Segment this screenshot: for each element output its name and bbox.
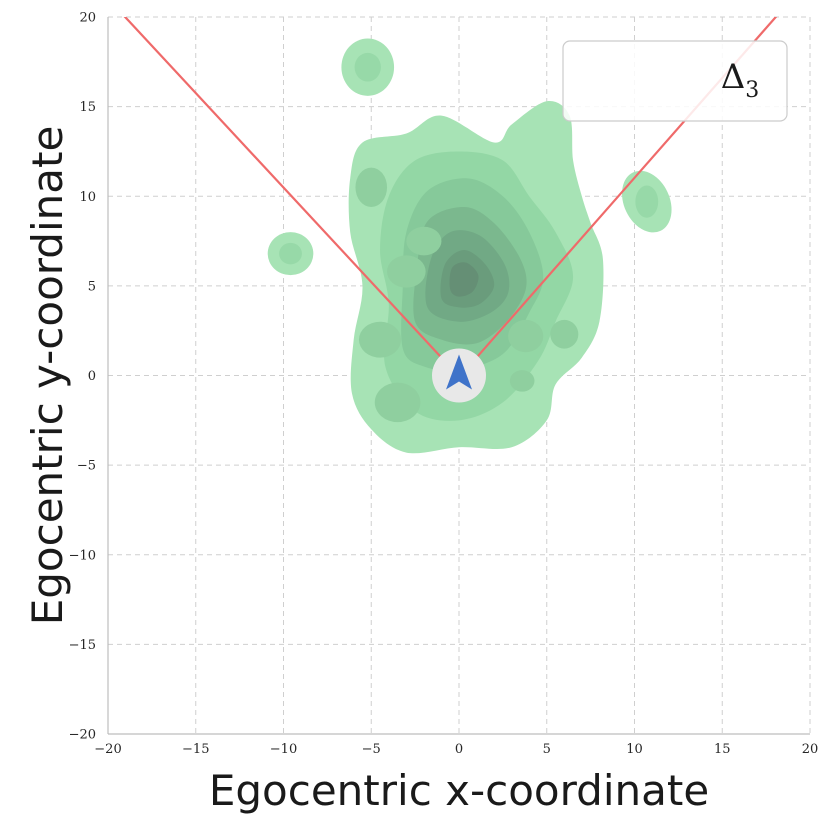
density-spot xyxy=(358,321,402,358)
density-island-core xyxy=(354,52,381,82)
x-tick-label: −15 xyxy=(182,742,209,757)
y-tick-label: −5 xyxy=(77,459,96,474)
x-tick-label: 0 xyxy=(455,742,463,757)
x-tick-label: 15 xyxy=(714,742,731,757)
density-spot xyxy=(355,167,388,208)
density-level-7 xyxy=(449,262,479,297)
y-tick-label: 10 xyxy=(79,190,96,205)
legend-delta: Δ xyxy=(721,57,746,97)
x-axis-title: Egocentric x-coordinate xyxy=(209,766,709,815)
agent-marker xyxy=(432,348,486,403)
x-tick-label: −20 xyxy=(94,742,121,757)
density-spot xyxy=(509,370,535,392)
x-tick-label: 5 xyxy=(543,742,551,757)
y-tick-label: −10 xyxy=(69,548,96,563)
fov-line-left xyxy=(123,17,443,359)
legend-label: Δ3 xyxy=(721,57,760,103)
tick-labels: −20 −15 −10 −5 0 5 10 15 20 −20 −15 −10 −5 0 5 10 15 20 xyxy=(69,11,819,758)
legend-box xyxy=(562,40,788,122)
density-island-core xyxy=(635,185,659,218)
legend: Δ3 xyxy=(562,40,788,122)
density-island-core xyxy=(279,242,302,265)
density-spot xyxy=(387,255,426,288)
density-spot xyxy=(508,319,544,353)
y-tick-label: −15 xyxy=(69,638,96,653)
x-tick-label: 10 xyxy=(626,742,643,757)
density-spot xyxy=(406,226,442,256)
y-tick-label: 20 xyxy=(79,11,96,26)
y-tick-label: 0 xyxy=(88,369,96,384)
y-tick-label: −20 xyxy=(69,728,96,743)
density-spot xyxy=(374,382,421,423)
agent-arrow-icon xyxy=(446,354,472,390)
y-axis-title: Egocentric y-coordinate xyxy=(23,126,72,626)
legend-subscript: 3 xyxy=(745,78,759,103)
x-tick-label: −10 xyxy=(270,742,297,757)
x-tick-label: 20 xyxy=(802,742,819,757)
axes xyxy=(107,17,810,735)
x-tick-label: −5 xyxy=(362,742,381,757)
y-tick-label: 15 xyxy=(79,100,96,115)
y-tick-label: 5 xyxy=(88,279,96,294)
density-spot xyxy=(550,319,579,349)
